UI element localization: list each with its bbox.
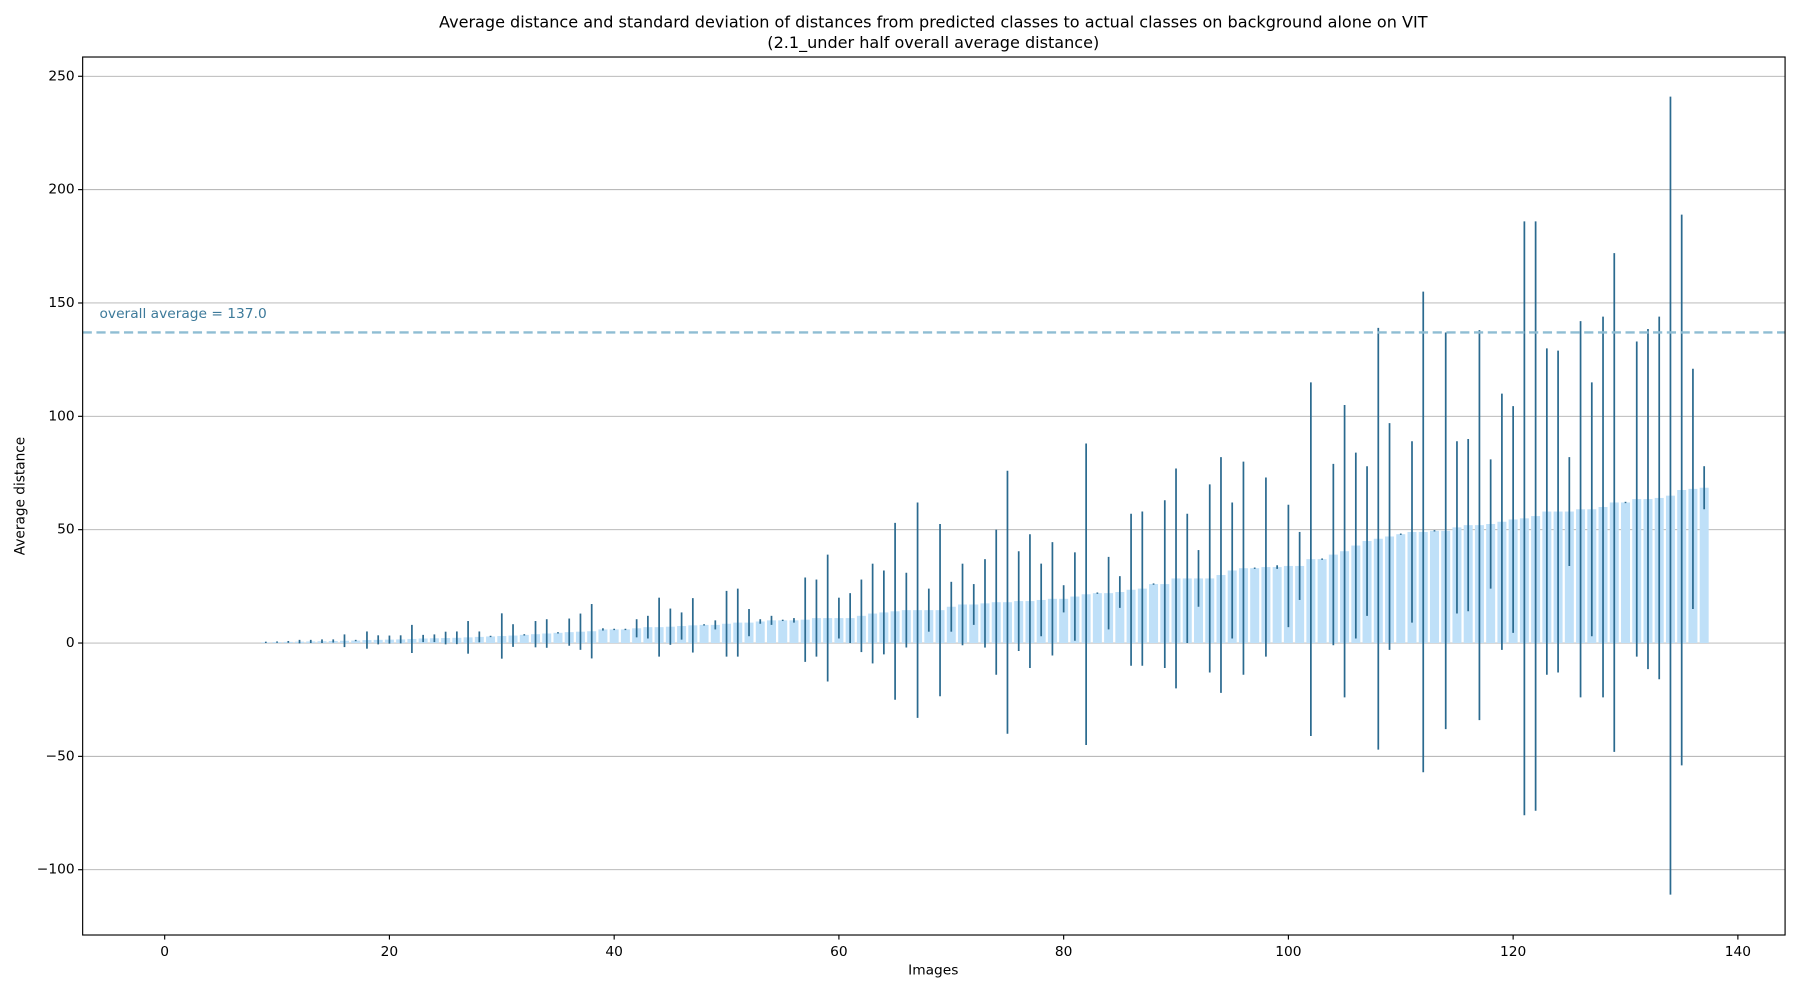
x-tick-label: 20 — [381, 944, 399, 960]
bar — [710, 624, 720, 644]
bar — [519, 634, 529, 644]
bar — [1396, 534, 1406, 644]
y-tick-label: 250 — [48, 68, 74, 84]
bar — [351, 640, 361, 644]
y-tick-label: −100 — [37, 862, 75, 878]
bar — [778, 620, 788, 644]
y-axis-label: Average distance — [13, 437, 29, 555]
bar — [1272, 567, 1282, 644]
bar — [1059, 598, 1069, 644]
bar — [1295, 565, 1305, 644]
bar — [789, 620, 799, 644]
bar — [1115, 592, 1125, 644]
y-tick-label: 100 — [48, 408, 74, 424]
x-tick-label: 80 — [1055, 944, 1073, 960]
bar — [1317, 559, 1327, 644]
y-tick-label: 150 — [48, 295, 74, 311]
y-tick-label: 50 — [57, 522, 75, 538]
x-tick-label: 60 — [830, 944, 848, 960]
chart-title: Average distance and standard deviation … — [439, 12, 1428, 31]
bar — [755, 621, 765, 644]
y-tick-label: −50 — [46, 748, 75, 764]
bar — [1699, 487, 1709, 644]
bar — [1194, 578, 1203, 644]
chart-subtitle: (2.1_under half overall average distance… — [767, 33, 1099, 53]
bar — [766, 620, 776, 644]
bar — [486, 636, 496, 644]
average-label: overall average = 137.0 — [100, 306, 267, 322]
bar — [620, 629, 630, 644]
x-tick-label: 40 — [605, 944, 623, 960]
x-tick-label: 0 — [160, 944, 169, 960]
x-tick-label: 120 — [1500, 944, 1526, 960]
x-tick-label: 100 — [1275, 944, 1301, 960]
y-tick-label: 0 — [66, 635, 75, 651]
bar — [553, 632, 563, 644]
plot-frame — [82, 56, 1786, 936]
x-axis-label: Images — [908, 962, 958, 978]
bar — [598, 629, 608, 644]
bar — [699, 624, 709, 644]
bar — [1250, 568, 1260, 644]
bar — [1621, 502, 1631, 644]
bar — [1149, 584, 1159, 644]
bar — [1564, 511, 1574, 644]
bar — [609, 629, 619, 644]
bar — [1092, 593, 1102, 644]
x-tick-label: 140 — [1725, 944, 1751, 960]
bar — [1429, 530, 1439, 644]
y-tick-label: 200 — [48, 182, 74, 198]
